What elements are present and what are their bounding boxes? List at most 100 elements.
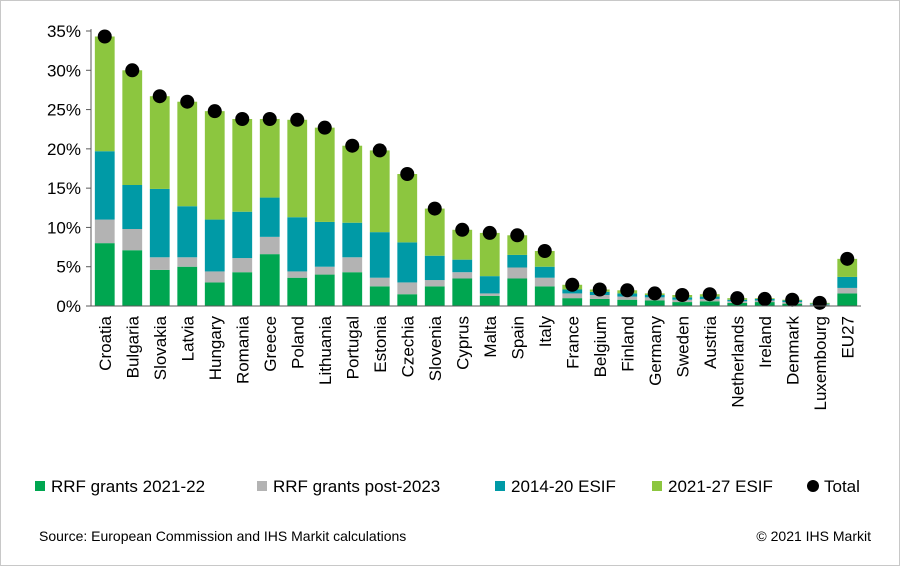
bar-segment-series-2 [479, 293, 500, 296]
total-marker [675, 288, 690, 302]
bar-segment-series-3 [232, 211, 253, 259]
bar-segment-series-1 [94, 243, 115, 306]
bar-segment-series-3 [287, 217, 308, 272]
bar-segment-series-2 [589, 295, 610, 299]
legend-label: 2021-27 ESIF [668, 477, 773, 496]
bar-segment-series-2 [149, 257, 170, 270]
legend-label: Total [824, 477, 860, 496]
bar-segment-series-4 [259, 119, 280, 198]
total-marker [180, 94, 195, 109]
bar-segment-series-4 [369, 150, 390, 233]
bar-segment-series-1 [699, 301, 720, 306]
x-tick-label: Croatia [96, 315, 115, 370]
legend-swatch [652, 481, 662, 491]
bar-segment-series-3 [397, 242, 418, 283]
x-tick-label: Hungary [206, 316, 225, 381]
x-tick-label: Cyprus [453, 316, 472, 370]
bars-layer [94, 36, 858, 306]
total-marker [152, 89, 167, 104]
x-tick-label: Romania [233, 315, 252, 384]
bar-segment-series-4 [232, 119, 253, 212]
bar-segment-series-2 [342, 257, 363, 273]
bar-segment-series-3 [837, 276, 858, 288]
bar-segment-series-3 [369, 232, 390, 278]
bar-segment-series-4 [342, 145, 363, 223]
bar-segment-series-3 [479, 276, 500, 294]
bar-segment-series-2 [287, 271, 308, 278]
x-tick-label: Finland [618, 316, 637, 372]
bar-segment-series-3 [342, 222, 363, 258]
bar-segment-series-3 [149, 188, 170, 258]
bar-segment-series-3 [314, 221, 335, 267]
bar-segment-series-1 [507, 278, 528, 306]
bar-segment-series-4 [94, 36, 115, 152]
x-tick-label: Luxembourg [811, 316, 830, 411]
bar-segment-series-1 [122, 250, 143, 306]
total-marker [455, 222, 470, 237]
bar-segment-series-3 [452, 259, 473, 273]
x-tick-label: Slovenia [426, 315, 445, 381]
legend-label: 2014-20 ESIF [511, 477, 616, 496]
bar-segment-series-2 [259, 236, 280, 255]
bar-segment-series-3 [177, 206, 198, 258]
bar-segment-series-4 [397, 174, 418, 243]
bar-segment-series-1 [314, 274, 335, 306]
total-marker [235, 112, 250, 126]
bar-segment-series-1 [204, 282, 225, 306]
total-marker [510, 228, 525, 243]
bar-segment-series-2 [534, 277, 555, 287]
bar-segment-series-4 [177, 101, 198, 207]
y-tick-label: 15% [47, 179, 81, 198]
x-tick-label: Sweden [673, 316, 692, 377]
legend-swatch [257, 481, 267, 491]
bar-segment-series-1 [149, 269, 170, 306]
bar-segment-series-2 [94, 219, 115, 244]
bar-segment-series-1 [837, 293, 858, 306]
bar-segment-series-2 [507, 267, 528, 279]
x-tick-label: Portugal [343, 316, 362, 379]
bar-segment-series-1 [397, 294, 418, 306]
x-tick-label: Lithuania [316, 315, 335, 385]
x-tick-label: EU27 [838, 316, 857, 359]
x-tick-label: Netherlands [728, 316, 747, 408]
bar-segment-series-2 [837, 287, 858, 294]
bar-segment-series-4 [287, 119, 308, 218]
legend-marker [807, 480, 819, 492]
total-marker [647, 286, 662, 301]
total-marker [730, 291, 745, 306]
total-marker [372, 143, 387, 158]
bar-segment-series-1 [562, 298, 583, 306]
y-tick-label: 35% [47, 22, 81, 41]
bar-segment-series-1 [424, 286, 445, 306]
x-tick-label: Ireland [756, 316, 775, 368]
bar-segment-series-2 [314, 266, 335, 275]
x-tick-label: Czechia [398, 315, 417, 377]
total-marker [757, 291, 772, 306]
total-markers [97, 29, 855, 310]
total-marker [125, 63, 140, 78]
total-marker [537, 244, 552, 258]
legend-label: RRF grants post-2023 [273, 477, 440, 496]
bar-segment-series-2 [617, 296, 638, 300]
total-marker [262, 112, 277, 126]
bar-segment-series-4 [204, 111, 225, 220]
y-tick-label: 10% [47, 218, 81, 237]
y-tick-label: 0% [56, 297, 81, 316]
legend-swatch [495, 481, 505, 491]
bar-segment-series-1 [644, 300, 665, 306]
x-tick-label: Latvia [178, 315, 197, 361]
copyright-note: © 2021 IHS Markit [756, 528, 871, 544]
bar-segment-series-4 [424, 208, 445, 256]
x-tick-label: Belgium [591, 316, 610, 377]
legend-label: RRF grants 2021-22 [51, 477, 205, 496]
bar-segment-series-4 [122, 70, 143, 185]
bar-segment-series-2 [562, 293, 583, 299]
bar-segment-series-3 [94, 151, 115, 220]
total-marker [840, 251, 855, 266]
total-marker [785, 292, 800, 307]
bar-segment-series-1 [617, 299, 638, 306]
source-note: Source: European Commission and IHS Mark… [39, 528, 406, 544]
y-tick-label: 5% [56, 258, 81, 277]
